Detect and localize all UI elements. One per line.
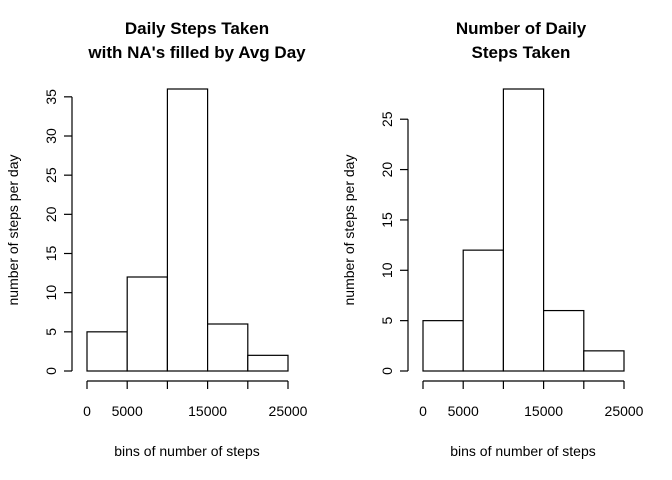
y-tick-label: 20	[379, 162, 395, 178]
y-tick-label: 5	[379, 317, 395, 325]
chart-title-line-1: Daily Steps Taken	[125, 19, 269, 38]
x-tick-label: 0	[83, 403, 91, 419]
x-tick-label: 15000	[188, 403, 227, 419]
y-tick-label: 25	[379, 111, 395, 127]
chart-title-line-2: Steps Taken	[472, 43, 571, 62]
histogram-bar	[462, 249, 505, 372]
histogram-bar	[86, 331, 128, 372]
y-axis-label: number of steps per day	[5, 155, 21, 306]
x-tick-label: 25000	[269, 403, 308, 419]
y-tick-label: 35	[43, 89, 59, 105]
x-tick-label: 0	[419, 403, 427, 419]
histogram-bar	[502, 88, 545, 372]
y-tick-label: 15	[379, 212, 395, 228]
histogram-bar	[247, 354, 289, 372]
y-tick-label: 0	[43, 367, 59, 375]
histogram-bar	[126, 276, 168, 372]
y-tick-label: 0	[379, 367, 395, 375]
histogram-bar	[207, 323, 249, 372]
y-tick-label: 10	[43, 285, 59, 301]
y-tick-label: 15	[43, 246, 59, 262]
histogram-bar	[583, 350, 625, 372]
y-tick-label: 20	[43, 206, 59, 222]
x-tick-label: 25000	[605, 403, 644, 419]
histogram-bar	[542, 309, 585, 372]
x-axis-label: bins of number of steps	[450, 443, 596, 459]
y-tick-label: 25	[43, 167, 59, 183]
x-tick-label: 15000	[524, 403, 563, 419]
y-tick-label: 30	[43, 128, 59, 144]
y-axis-label: number of steps per day	[341, 155, 357, 306]
y-tick-label: 10	[379, 262, 395, 278]
y-tick-label: 5	[43, 328, 59, 336]
x-tick-label: 5000	[448, 403, 479, 419]
x-tick-label: 5000	[112, 403, 143, 419]
histogram-panel-filled: Daily Steps Taken with NA's filled by Avg…	[5, 19, 308, 459]
x-axis-label: bins of number of steps	[114, 443, 260, 459]
chart-title-line-2: with NA's filled by Avg Day	[87, 43, 306, 62]
histogram-panel-original: Number of Daily Steps Taken 0 5 10 15 20 25 0 500…	[341, 19, 644, 459]
histogram-bar	[422, 320, 464, 372]
chart-title-line-1: Number of Daily	[456, 19, 587, 38]
histogram-bar	[166, 88, 209, 372]
